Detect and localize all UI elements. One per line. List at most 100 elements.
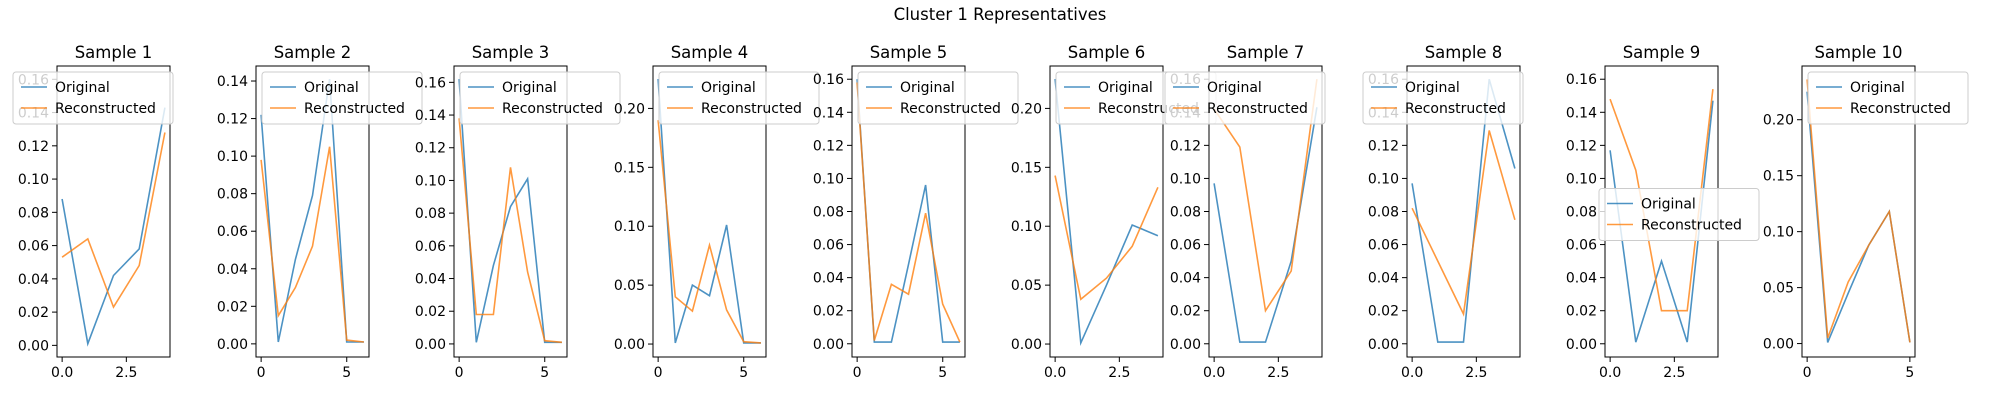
- y-tick-label: 0.08: [1170, 205, 1201, 221]
- series-line-original: [1609, 100, 1714, 343]
- y-tick-label: 0.10: [217, 149, 248, 165]
- y-tick-label: 0.10: [813, 171, 844, 187]
- panel-title: Sample 5: [870, 43, 948, 62]
- panel-3: Sample 3 0.00 0.02 0.04 0.06 0.08 0.10 0.12 0.14…: [415, 43, 621, 381]
- y-tick-label: 0.00: [813, 337, 844, 353]
- panels: Sample 1 0.00 0.02 0.04 0.06 0.08 0.10 0.12 0.14…: [12, 43, 1969, 381]
- y-tick-label: 0.05: [1763, 281, 1794, 297]
- x-tick-label: 5: [739, 365, 748, 381]
- y-tick-label: 0.15: [1763, 169, 1794, 185]
- figure-title: Cluster 1 Representatives: [894, 5, 1107, 24]
- y-tick-label: 0.04: [1170, 271, 1201, 287]
- panel-title: Sample 4: [671, 43, 749, 62]
- legend-entry: Reconstructed: [55, 101, 156, 117]
- legend-entry: Reconstructed: [304, 101, 405, 117]
- legend-box: [1807, 71, 1969, 125]
- y-tick-label: 0.14: [415, 108, 446, 124]
- y-tick-label: 0.02: [415, 304, 446, 320]
- y-tick-label: 0.00: [614, 337, 645, 353]
- y-tick-label: 0.08: [1368, 205, 1399, 221]
- y-tick-label: 0.08: [217, 187, 248, 203]
- series-line-reconstructed: [856, 82, 961, 343]
- x-tick-label: 5: [938, 365, 947, 381]
- panel-title: Sample 6: [1068, 43, 1146, 62]
- axes-frame: [255, 65, 370, 358]
- y-tick-label: 0.20: [1011, 101, 1042, 117]
- y-tick-label: 0.00: [217, 337, 248, 353]
- series-line-original: [61, 107, 166, 347]
- y-tick-label: 0.06: [1170, 238, 1201, 254]
- y-tick-label: 0.00: [1011, 337, 1042, 353]
- legend: Original Reconstructed: [1164, 71, 1326, 125]
- y-tick-label: 0.06: [813, 238, 844, 254]
- y-tick-label: 0.04: [1368, 271, 1399, 287]
- panel-8: Sample 80.000.020.040.060.080.100.120.14…: [1362, 43, 1524, 381]
- legend-entry: Original: [1850, 80, 1905, 96]
- y-tick-label: 0.10: [1011, 219, 1042, 235]
- legend-entry: Reconstructed: [900, 101, 1001, 117]
- y-tick-label: 0.10: [1368, 171, 1399, 187]
- y-tick-label: 0.14: [217, 74, 248, 90]
- y-tick-label: 0.06: [217, 224, 248, 240]
- y-tick-label: 0.06: [1566, 238, 1597, 254]
- axes-frame: [453, 65, 568, 358]
- panel-2: Sample 2 0.00 0.02 0.04 0.06 0.08 0.10 0.12 0.14…: [217, 43, 423, 381]
- y-tick-label: 0.00: [1170, 337, 1201, 353]
- axes-frame: [851, 65, 966, 358]
- y-tick-label: 0.20: [1763, 113, 1794, 129]
- panel-9: Sample 9 0.00 0.02 0.04 0.06 0.08 0.10 0.12 0.14…: [1566, 43, 1760, 381]
- y-tick-label: 0.00: [1368, 337, 1399, 353]
- y-tick-label: 0.12: [415, 141, 446, 157]
- legend: Original Reconstructed: [459, 71, 621, 125]
- x-tick-label: 0: [455, 365, 464, 381]
- y-tick-label: 0.04: [18, 272, 49, 288]
- legend-entry: Original: [900, 80, 955, 96]
- panel-title: Sample 7: [1227, 43, 1305, 62]
- legend-entry: Reconstructed: [701, 101, 802, 117]
- x-tick-label: 0: [257, 365, 266, 381]
- y-tick-label: 0.14: [1566, 105, 1597, 121]
- legend-entry: Original: [304, 80, 359, 96]
- legend-box: [658, 71, 820, 125]
- panel-title: Sample 10: [1814, 43, 1902, 62]
- legend-box: [1598, 188, 1760, 241]
- y-tick-label: 0.12: [18, 139, 49, 155]
- legend-entry: Original: [1405, 80, 1460, 96]
- y-tick-label: 0.04: [1566, 271, 1597, 287]
- y-tick-label: 0.16: [1566, 72, 1597, 88]
- panel-title: Sample 3: [472, 43, 550, 62]
- y-tick-label: 0.16: [813, 72, 844, 88]
- legend: Original Reconstructed: [1362, 71, 1524, 125]
- y-tick-label: 0.04: [217, 262, 248, 278]
- y-tick-label: 0.02: [217, 299, 248, 315]
- series-line-reconstructed: [260, 146, 364, 343]
- panel-10: Sample 10 0.00 0.05 0.10 0.15 0.20 0 5 Original R…: [1763, 43, 1969, 381]
- y-tick-label: 0.02: [813, 304, 844, 320]
- y-tick-label: 0.08: [415, 206, 446, 222]
- legend-box: [857, 71, 1019, 125]
- legend-box: [459, 71, 621, 125]
- panel-7: Sample 70.000.020.040.060.080.100.120.14…: [1164, 43, 1326, 381]
- panel-4: Sample 4 0.00 0.05 0.10 0.15 0.20 0 5 Original Re…: [614, 43, 820, 381]
- y-tick-label: 0.06: [18, 239, 49, 255]
- legend-box: [1164, 71, 1326, 125]
- series-line-original: [856, 79, 960, 343]
- y-tick-label: 0.16: [415, 75, 446, 91]
- x-tick-label: 2.5: [1108, 365, 1130, 381]
- x-tick-label: 2.5: [115, 365, 137, 381]
- legend-entry: Original: [1207, 80, 1262, 96]
- y-tick-label: 0.15: [1011, 160, 1042, 176]
- y-tick-label: 0.10: [1170, 171, 1201, 187]
- x-tick-label: 5: [342, 365, 351, 381]
- y-tick-label: 0.10: [415, 173, 446, 189]
- legend-entry: Reconstructed: [1405, 101, 1506, 117]
- y-tick-label: 0.14: [813, 105, 844, 121]
- panel-title: Sample 1: [75, 43, 153, 62]
- panel-1: Sample 10.000.020.040.060.080.100.120.14…: [12, 43, 174, 381]
- y-tick-label: 0.12: [217, 112, 248, 128]
- y-tick-label: 0.04: [813, 271, 844, 287]
- series-line-original: [260, 78, 364, 343]
- y-tick-label: 0.00: [18, 338, 49, 354]
- legend-entry: Original: [55, 80, 110, 96]
